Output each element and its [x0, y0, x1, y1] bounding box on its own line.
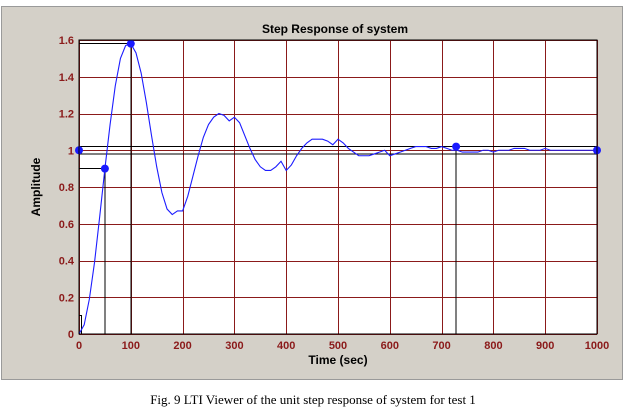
- x-axis-ticks: 0 100 200 300 400 500 600 700 800 900 1000: [76, 340, 609, 352]
- y-tick-label-3: 0.6: [59, 219, 74, 231]
- chart-title: Step Response of system: [262, 22, 408, 36]
- x-tick-label-1: 100: [122, 340, 140, 352]
- y-tick-label-6: 1.2: [59, 109, 74, 121]
- y-tick-label-7: 1.4: [59, 72, 75, 84]
- rise-start-marker: [79, 315, 83, 334]
- x-tick-label-7: 700: [432, 340, 450, 352]
- x-tick-label-10: 1000: [585, 340, 609, 352]
- characteristic-marker-lines: [79, 43, 597, 334]
- x-tick-label-0: 0: [76, 340, 82, 352]
- y-tick-label-1: 0.2: [59, 292, 74, 304]
- x-tick-label-9: 900: [536, 340, 554, 352]
- x-tick-label-8: 800: [484, 340, 502, 352]
- y-tick-label-0: 0: [68, 329, 74, 341]
- figure-panel-border: [1, 6, 623, 380]
- plot-frame: [78, 39, 598, 335]
- figure-caption: Fig. 9 LTI Viewer of the unit step respo…: [150, 392, 476, 407]
- x-tick-label-4: 400: [277, 340, 295, 352]
- y-axis-ticks: 0 0.2 0.4 0.6 0.8 1 1.2 1.4 1.6: [59, 35, 75, 341]
- x-tick-label-2: 200: [173, 340, 191, 352]
- x-tick-label-5: 500: [329, 340, 347, 352]
- y-tick-label-8: 1.6: [59, 35, 74, 47]
- y-tick-label-2: 0.4: [59, 256, 75, 268]
- x-axis-title: Time (sec): [308, 353, 367, 367]
- rise-time-point[interactable]: [100, 164, 109, 173]
- peak-point[interactable]: [126, 39, 135, 48]
- y-tick-label-4: 0.8: [59, 182, 74, 194]
- y-axis-title: Amplitude: [29, 157, 43, 216]
- step-response-line: [78, 43, 597, 335]
- y-tick-label-5: 1: [68, 145, 74, 157]
- x-tick-label-6: 600: [381, 340, 399, 352]
- settling-time-point[interactable]: [452, 142, 461, 151]
- x-tick-label-3: 300: [225, 340, 243, 352]
